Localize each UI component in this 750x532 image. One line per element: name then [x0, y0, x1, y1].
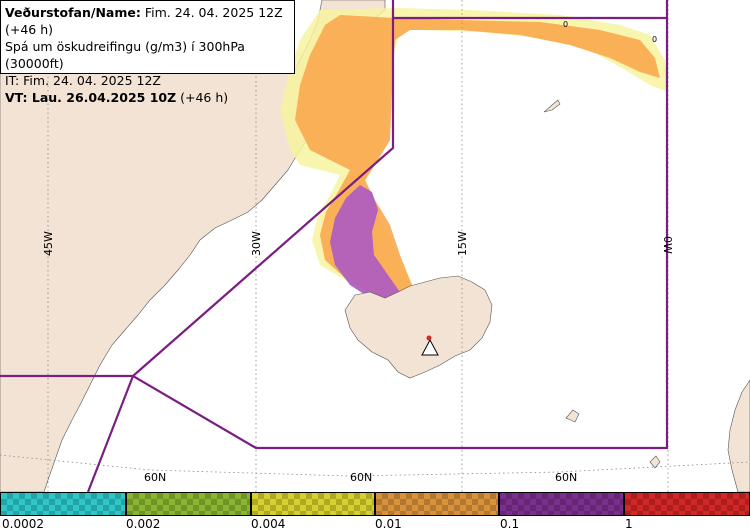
legend-tick-4: 0.01: [375, 517, 402, 531]
shetland-island: [649, 455, 661, 469]
org-label: Veðurstofan/Name:: [5, 5, 141, 20]
fir-boundary: [0, 0, 669, 492]
forecast-description: Spá um öskudreifingu (g/m3) í 300hPa (30…: [5, 39, 245, 71]
jan-mayen-island: [543, 99, 561, 113]
legend-tick-1: 0.0002: [2, 517, 44, 531]
legend-swatch-4: [375, 492, 499, 516]
ash-plume-mid: [295, 15, 660, 332]
org-value: Fim. 24. 04. 2025 12Z (+46 h): [5, 5, 283, 37]
lat-label-1: 60N: [144, 471, 166, 484]
info-line-vt: VT: Lau. 26.04.2025 10Z (+46 h): [5, 89, 290, 106]
zero-marker-1: 0: [563, 20, 568, 29]
norway-coast: [727, 379, 750, 492]
forecast-info-box: Veðurstofan/Name: Fim. 24. 04. 2025 12Z …: [0, 0, 295, 105]
issue-time: IT: Fim. 24. 04. 2025 12Z: [5, 73, 161, 88]
lon-label-45w: 45W: [42, 231, 55, 256]
info-line-org: Veðurstofan/Name: Fim. 24. 04. 2025 12Z …: [5, 4, 290, 38]
lon-label-30w: 30W: [250, 231, 263, 256]
faroe-island: [565, 409, 580, 423]
eruption-site-marker: [426, 335, 432, 341]
legend-swatch-5: [499, 492, 624, 516]
legend-swatch-1: [0, 492, 126, 516]
legend-tick-6: 1: [625, 517, 633, 531]
legend-swatch-6: [624, 492, 750, 516]
valid-time-suffix: (+46 h): [176, 90, 229, 105]
legend-tick-3: 0.004: [251, 517, 286, 531]
ash-dispersion-map: 45W 30W 15W 0W 60N 60N 60N 0 0: [0, 0, 750, 492]
zero-marker-2: 0: [652, 35, 657, 44]
lat-label-3: 60N: [555, 471, 577, 484]
lat-label-2: 60N: [350, 471, 372, 484]
lon-label-0w: 0W: [661, 236, 674, 254]
legend-tick-2: 0.002: [126, 517, 161, 531]
valid-time-label: VT: Lau. 26.04.2025 10Z: [5, 90, 177, 105]
volcano-icon: [421, 338, 439, 356]
legend-tick-5: 0.1: [500, 517, 520, 531]
legend-swatch-3: [251, 492, 375, 516]
lon-label-15w: 15W: [456, 231, 469, 256]
iceland-landmass: [344, 275, 493, 379]
concentration-legend: 0.0002 0.002 0.004 0.01 0.1 1: [0, 492, 750, 532]
legend-swatch-2: [126, 492, 251, 516]
